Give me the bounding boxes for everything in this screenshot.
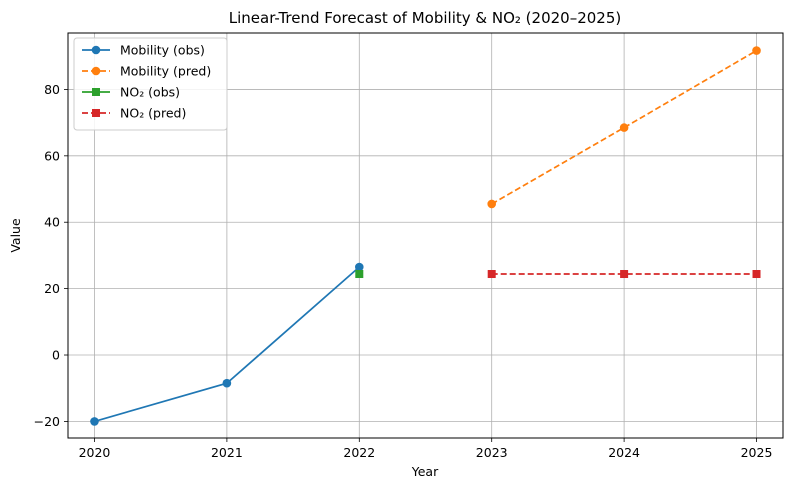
x-tick-label: 2020 [79, 445, 111, 460]
x-tick-label: 2021 [211, 445, 243, 460]
legend-label: Mobility (pred) [120, 64, 211, 79]
legend-item: NO₂ (obs) [82, 85, 180, 100]
legend-marker [92, 88, 100, 96]
chart-title: Linear-Trend Forecast of Mobility & NO₂ … [229, 9, 621, 27]
legend-marker [92, 109, 100, 117]
y-tick-label: 80 [44, 82, 60, 97]
x-tick-label: 2023 [476, 445, 508, 460]
data-point [620, 270, 629, 279]
legend-box [73, 37, 228, 131]
series-layer [90, 46, 761, 426]
series-0 [90, 262, 364, 426]
legend: Mobility (obs) Mobility (pred) NO₂ (obs) NO… [73, 37, 228, 131]
data-point [487, 270, 496, 279]
grid [68, 33, 783, 438]
x-tick-label: 2022 [343, 445, 375, 460]
y-tick-label: −20 [34, 414, 60, 429]
x-axis-label: Year [411, 464, 439, 479]
legend-label: NO₂ (obs) [120, 85, 180, 100]
legend-marker [91, 45, 101, 55]
x-tick-label: 2025 [741, 445, 773, 460]
data-point [354, 262, 364, 272]
y-axis-label: Value [8, 218, 23, 253]
legend-label: Mobility (obs) [120, 43, 205, 58]
data-point [222, 378, 232, 388]
legend-marker [91, 66, 101, 76]
series-line [491, 49, 757, 205]
data-point [752, 270, 761, 279]
data-point [90, 417, 99, 426]
data-point [619, 123, 629, 132]
data-point [487, 199, 497, 209]
y-tick-label: 20 [44, 281, 60, 296]
axis-ticks: 2020 2021 2022 2023 2024 2025 −20 0 20 40 60 80 [34, 82, 773, 460]
data-point [752, 46, 761, 55]
x-tick-label: 2024 [608, 445, 640, 460]
series-2 [355, 270, 364, 279]
y-tick-label: 60 [44, 148, 60, 163]
y-tick-label: 40 [44, 215, 60, 230]
legend-label: NO₂ (pred) [120, 106, 186, 121]
legend-item: Mobility (pred) [82, 64, 211, 79]
data-point [355, 270, 364, 279]
series-1 [487, 46, 761, 209]
y-tick-label: 0 [52, 348, 60, 363]
plot-frame [67, 32, 784, 439]
series-3 [487, 270, 761, 279]
legend-item: NO₂ (pred) [82, 106, 186, 121]
legend-item: Mobility (obs) [82, 43, 205, 58]
